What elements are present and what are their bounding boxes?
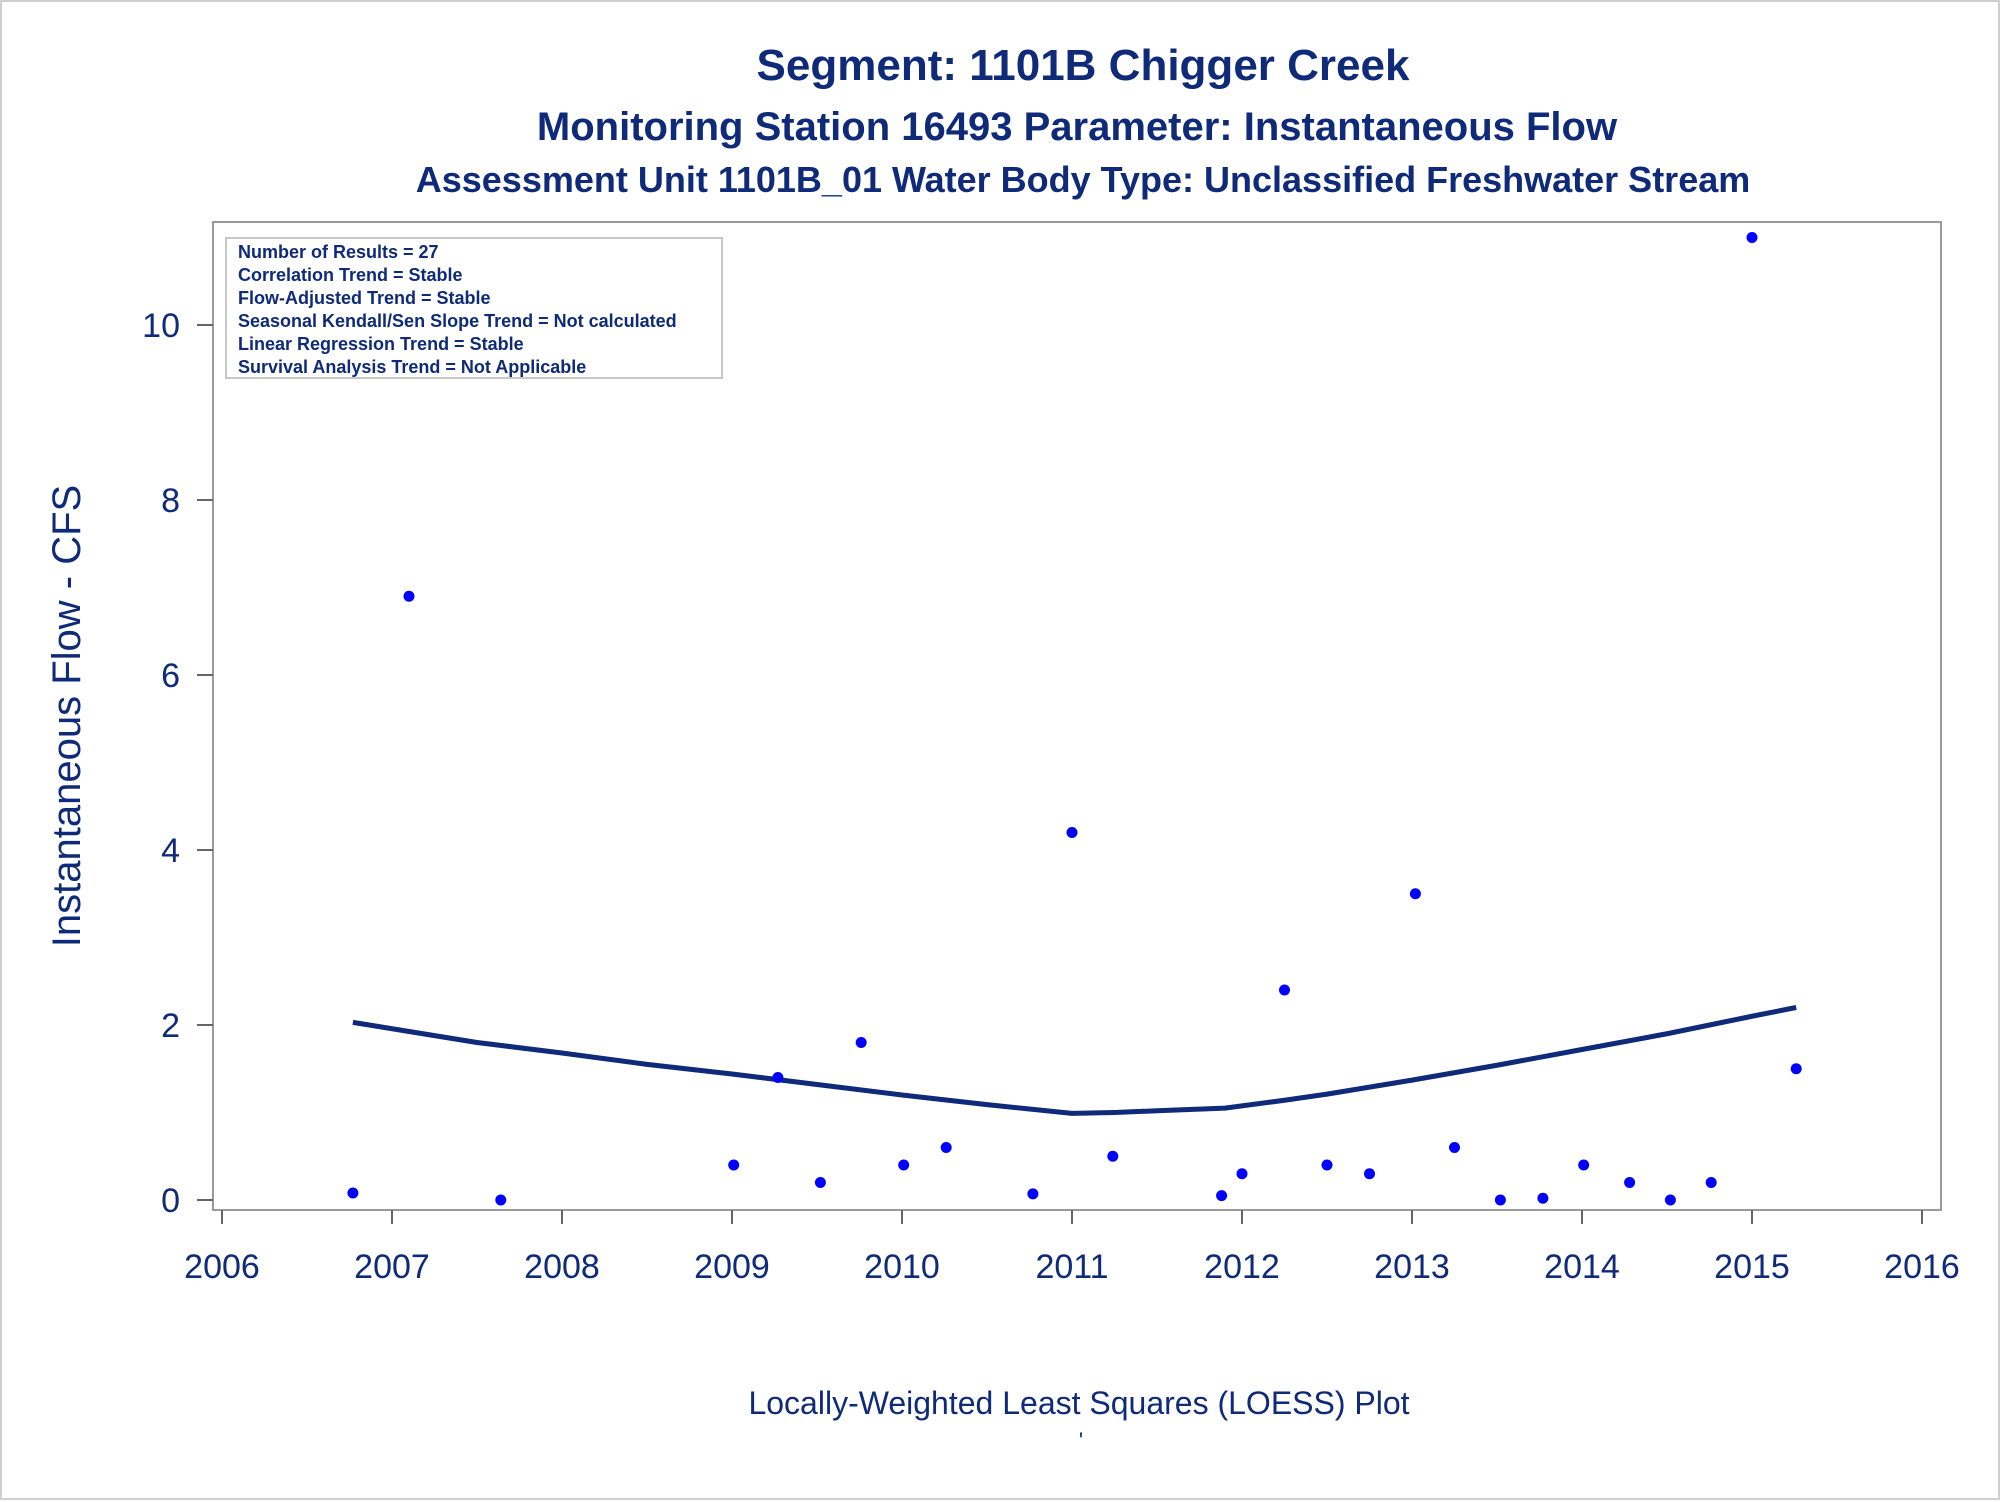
data-point [1578,1159,1590,1171]
legend-line: Seasonal Kendall/Sen Slope Trend = Not c… [238,311,677,331]
legend-line: Linear Regression Trend = Stable [238,334,524,354]
y-tick-label: 6 [161,657,180,695]
data-point [1107,1150,1119,1162]
chart-subtitle-2: Assessment Unit 1101B_01 Water Body Type… [416,159,1751,200]
x-tick-label: 2013 [1374,1248,1450,1286]
data-point [403,590,415,602]
data-point [1279,984,1290,996]
footnote-mark: ' [1079,1428,1083,1453]
x-tick-label: 2009 [694,1248,770,1286]
data-point [898,1159,910,1171]
data-point [1664,1194,1676,1206]
y-tick-label: 10 [142,307,180,345]
legend-box [225,237,723,379]
legend-line: Number of Results = 27 [238,242,439,262]
data-point [1066,827,1078,838]
y-tick-label: 0 [161,1182,180,1220]
data-point [495,1194,507,1206]
x-tick-label: 2014 [1544,1248,1620,1286]
legend: Number of Results = 27 Correlation Trend … [238,242,677,377]
data-point [1790,1063,1802,1075]
x-tick-label: 2016 [1884,1248,1960,1286]
footnote: Locally-Weighted Least Squares (LOESS) P… [748,1385,1409,1421]
x-axis: 2006 2007 2008 2009 2010 2011 2012 2013 2014 2015… [184,1210,1960,1286]
data-point [1746,232,1758,243]
x-tick-label: 2006 [184,1248,260,1286]
x-tick-label: 2010 [864,1248,940,1286]
data-point [855,1037,867,1048]
y-tick-label: 4 [161,832,180,870]
plot-area-border [212,221,1942,1211]
data-point [1321,1159,1333,1171]
data-points [347,232,1802,1206]
x-tick-label: 2008 [524,1248,600,1286]
data-point [1216,1190,1228,1202]
legend-line: Survival Analysis Trend = Not Applicable [238,357,586,377]
data-point [1624,1177,1636,1188]
data-point [940,1142,952,1153]
data-point [1494,1194,1506,1206]
x-tick-label: 2015 [1714,1248,1790,1286]
chart-title: Segment: 1101B Chigger Creek [757,41,1410,90]
y-axis: 0 2 4 6 8 10 [142,307,213,1220]
chart-subtitle: Monitoring Station 16493 Parameter: Inst… [537,105,1618,149]
loess-curve [352,1005,1797,1116]
data-point [1364,1168,1375,1180]
data-point [814,1177,826,1188]
y-tick-label: 2 [161,1007,180,1045]
data-point [1409,888,1421,900]
data-point [772,1072,784,1083]
data-point [1537,1192,1549,1204]
data-point [1449,1142,1460,1153]
data-point [347,1187,359,1199]
legend-line: Flow-Adjusted Trend = Stable [238,288,491,308]
data-point [1236,1168,1248,1180]
y-tick-label: 8 [161,482,180,520]
legend-line: Correlation Trend = Stable [238,265,463,285]
data-point [1027,1188,1039,1200]
x-tick-label: 2012 [1204,1248,1280,1286]
x-tick-label: 2007 [354,1248,430,1286]
data-point [728,1159,740,1171]
y-axis-label: Instantaneous Flow - CFS [45,485,89,947]
data-point [1705,1177,1717,1188]
x-tick-label: 2011 [1035,1248,1108,1286]
